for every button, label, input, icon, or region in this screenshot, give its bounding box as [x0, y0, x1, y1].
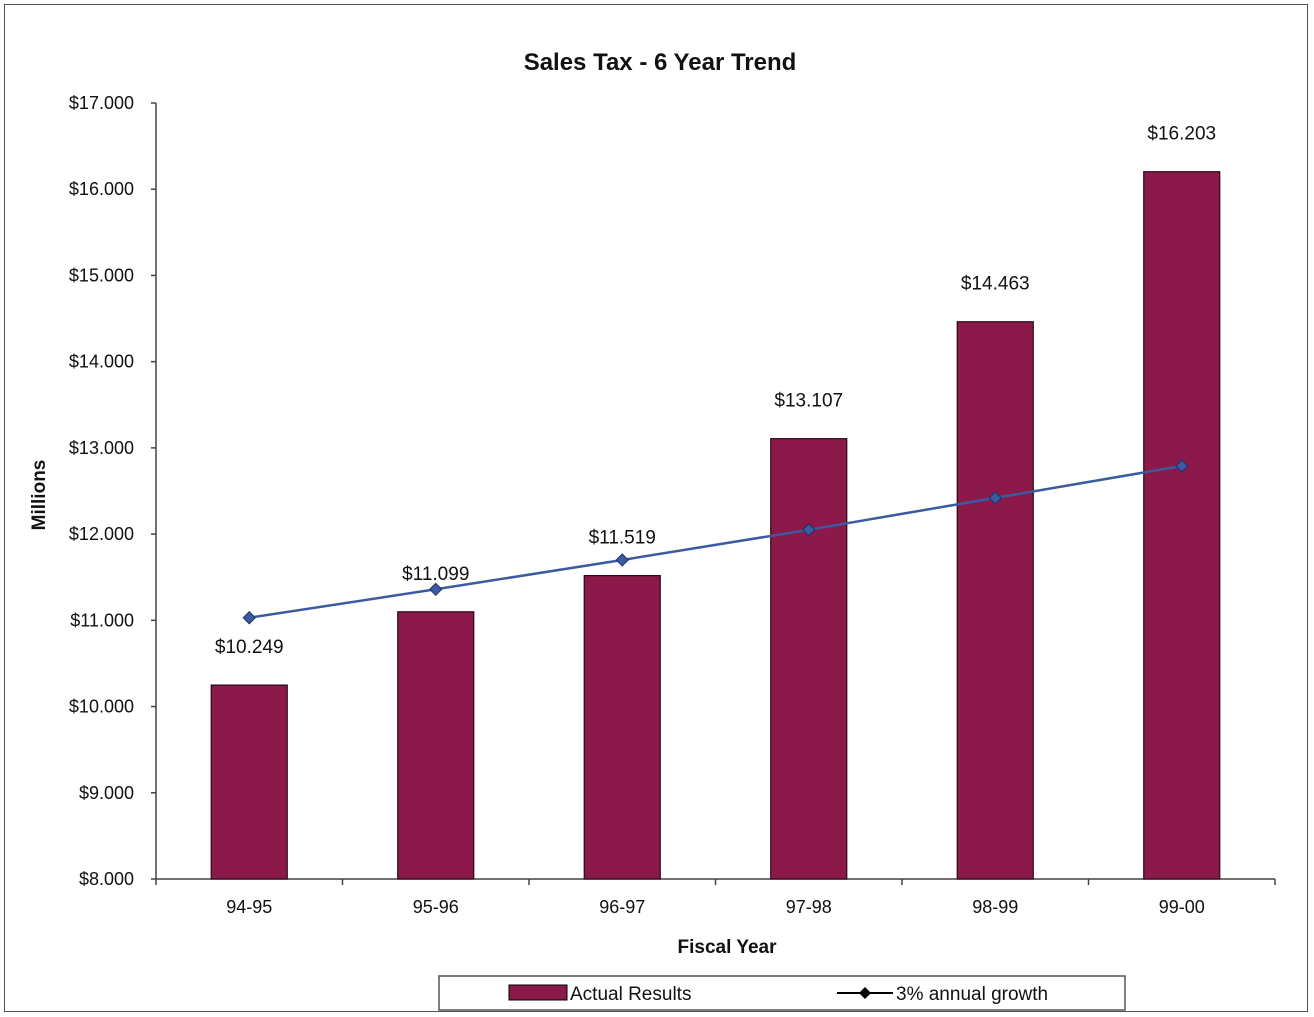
point-3pct-growth	[1175, 459, 1189, 473]
x-tick-label: 96-97	[599, 897, 645, 917]
legend-label-3pct-growth: 3% annual growth	[896, 984, 1048, 1005]
bar-actual-results	[956, 321, 1034, 880]
y-tick-label: $11.000	[70, 610, 134, 630]
x-tick-label: 98-99	[972, 897, 1018, 917]
data-label: $11.519	[589, 528, 656, 549]
y-tick-label: $10.000	[69, 697, 134, 717]
point-3pct-growth	[988, 491, 1002, 505]
legend-label-actual-results: Actual Results	[570, 984, 691, 1005]
point-3pct-growth	[242, 611, 256, 625]
y-tick-label: $14.000	[69, 352, 134, 372]
legend-swatch-actual-results	[508, 984, 568, 1001]
y-tick-label: $16.000	[69, 179, 134, 199]
y-tick-label: $8.000	[79, 869, 134, 889]
data-label: $10.249	[215, 637, 284, 658]
bar-actual-results	[397, 611, 475, 880]
plot-area: $8.000 $9.000 $10.000 $11.000 $12.000 $13.000…	[69, 93, 1276, 917]
y-tick-label: $12.000	[69, 524, 134, 544]
legend: Actual Results 3% annual growth	[438, 975, 1126, 1011]
sales-tax-chart: Sales Tax - 6 Year Trend Fiscal Year Mil…	[29, 49, 1276, 1011]
bar-actual-results	[770, 438, 848, 880]
x-tick-label: 97-98	[786, 897, 832, 917]
y-axis-title: Millions	[29, 460, 50, 531]
chart-title: Sales Tax - 6 Year Trend	[524, 49, 797, 76]
chart-frame: Sales Tax - 6 Year Trend Fiscal Year Mil…	[4, 4, 1308, 1012]
x-tick-label: 95-96	[413, 897, 459, 917]
data-label: $14.463	[961, 274, 1030, 295]
legend-swatch-3pct-growth-marker	[859, 987, 871, 999]
data-label: $13.107	[774, 391, 843, 412]
x-axis-title: Fiscal Year	[678, 937, 778, 958]
data-label: $11.099	[402, 564, 469, 585]
y-tick-label: $15.000	[69, 265, 134, 285]
x-tick-label: 99-00	[1159, 897, 1205, 917]
point-3pct-growth	[615, 553, 629, 567]
x-tick-label: 94-95	[226, 897, 272, 917]
bar-actual-results	[1143, 171, 1221, 880]
y-tick-label: $13.000	[69, 438, 134, 458]
y-tick-label: $17.000	[69, 93, 134, 113]
bar-actual-results	[583, 574, 661, 880]
point-3pct-growth	[802, 523, 816, 537]
bar-actual-results	[210, 684, 288, 880]
data-label: $16.203	[1147, 124, 1216, 145]
point-3pct-growth	[429, 582, 443, 597]
y-tick-label: $9.000	[79, 783, 134, 803]
series-line-3pct-growth	[249, 464, 1182, 619]
